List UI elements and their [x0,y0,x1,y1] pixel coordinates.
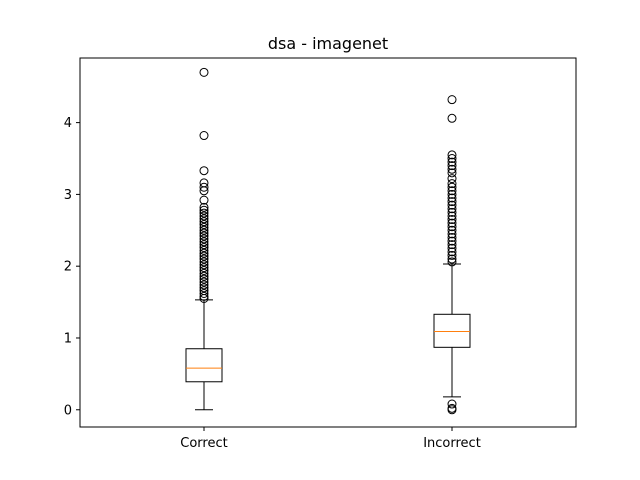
outlier-point [447,197,457,207]
outlier-point [447,200,457,210]
outlier-point [199,277,209,287]
outlier-point [199,274,209,284]
outlier-point [447,222,457,232]
x-axis: Correct Incorrect [180,427,481,451]
outlier-point [199,228,209,238]
outlier-point [447,189,457,199]
outlier-point [199,291,209,301]
outlier-point [447,215,457,225]
outlier-point [447,236,457,246]
outlier-point [447,186,457,196]
plot-area [79,57,577,428]
outlier-point [199,257,209,267]
outlier-point [447,193,457,203]
outlier-point [199,265,209,275]
outlier-point [199,186,209,196]
outlier-point [199,208,209,218]
outlier-point [447,182,457,192]
iqr-box [433,313,471,348]
outlier-point [447,207,457,217]
outlier-point [447,164,457,174]
outlier-point [447,161,457,171]
box-group [433,95,471,415]
y-tick-label: 4 [64,116,72,131]
chart-title: dsa - imagenet [268,34,388,53]
y-tick-label: 1 [64,331,72,346]
outlier-point [447,257,457,267]
outlier-point [447,250,457,260]
outlier-point [199,222,209,232]
outlier-point [199,225,209,235]
x-tick-label: Incorrect [423,436,481,451]
outlier-point [447,211,457,221]
outlier-point [447,229,457,239]
outlier-point [447,168,457,178]
outlier-point [447,218,457,228]
outlier-point [199,67,209,77]
outlier-point [199,202,209,212]
outlier-point [447,204,457,214]
outlier-point [447,232,457,242]
outlier-point [199,211,209,221]
outlier-point [447,399,457,409]
x-tick-label: Correct [180,436,227,451]
outlier-point [199,182,209,192]
outlier-point [199,220,209,230]
outlier-point [447,157,457,167]
boxes [185,67,471,415]
outlier-point [199,214,209,224]
outlier-point [199,234,209,244]
outlier-point [199,243,209,253]
outlier-point [199,245,209,255]
outlier-point [199,205,209,215]
outlier-point [447,405,457,415]
outlier-point [199,288,209,298]
outlier-point [199,240,209,250]
outlier-point [447,113,457,123]
outlier-point [199,195,209,205]
outlier-point [199,263,209,273]
outlier-point [447,154,457,164]
outlier-point [199,231,209,241]
outlier-point [199,283,209,293]
outlier-point [199,280,209,290]
outlier-point [199,251,209,261]
y-tick-label: 2 [64,260,72,275]
outlier-point [447,179,457,189]
outlier-point [199,166,209,176]
outlier-point [199,293,209,303]
iqr-box [185,348,223,383]
y-tick-label: 0 [64,403,72,418]
y-tick-label: 3 [64,188,72,203]
y-axis: 0 1 2 3 4 [64,116,80,418]
outlier-point [199,237,209,247]
outlier-point [199,254,209,264]
outlier-point [199,131,209,141]
outlier-point [199,217,209,227]
outlier-point [447,254,457,264]
outlier-point [447,150,457,160]
outlier-point [199,260,209,270]
outlier-point [199,268,209,278]
outlier-point [447,95,457,105]
outlier-point [447,243,457,253]
outlier-point [447,225,457,235]
outlier-point [199,271,209,281]
box-group [185,67,223,411]
outlier-point [447,247,457,257]
outlier-point [447,240,457,250]
outlier-point [199,248,209,258]
outlier-point [447,174,457,184]
